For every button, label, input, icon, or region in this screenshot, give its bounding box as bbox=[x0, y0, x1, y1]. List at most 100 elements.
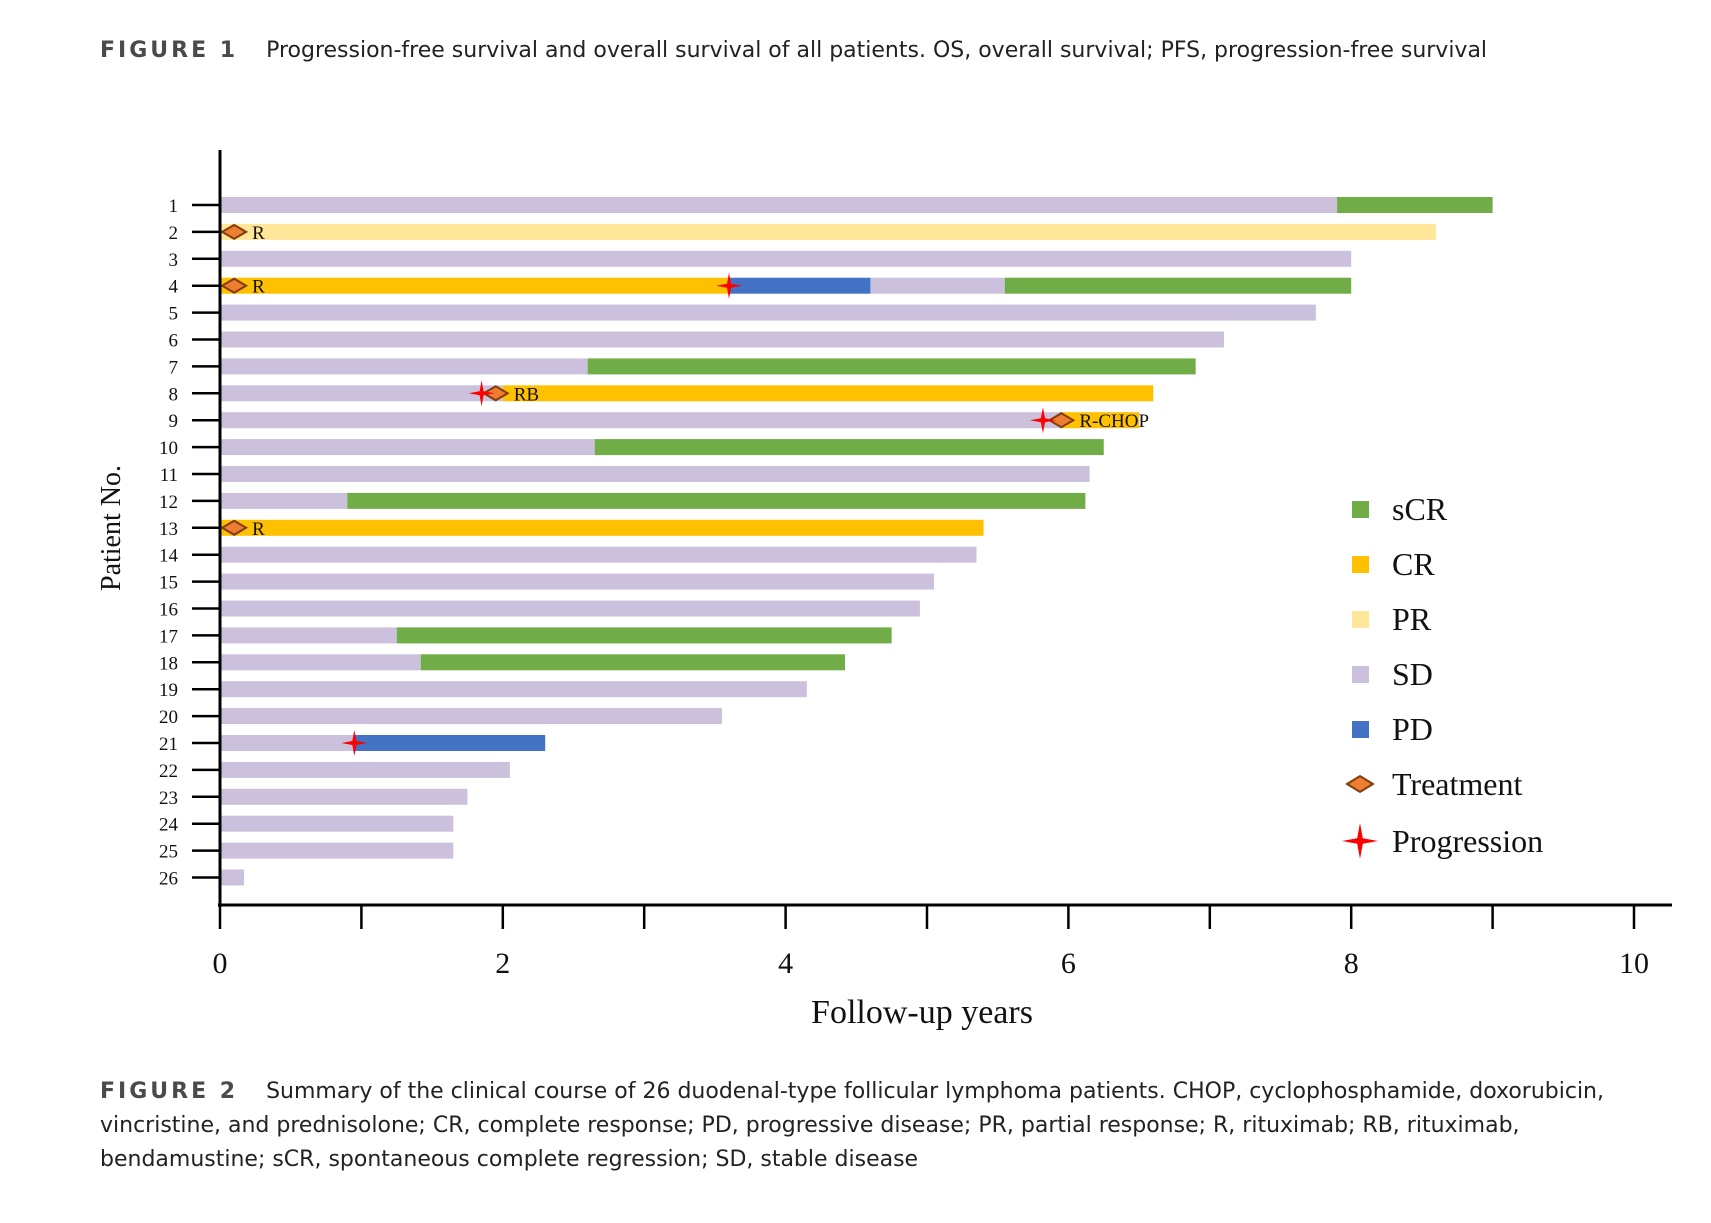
y-tick-label-4: 4 bbox=[169, 277, 179, 298]
y-tick-label-19: 19 bbox=[159, 680, 178, 701]
legend: sCR CR PR SD PD Treatment Progression bbox=[1342, 491, 1543, 859]
bar-patient-4-pd-2 bbox=[729, 277, 871, 294]
y-tick-label-17: 17 bbox=[159, 626, 178, 647]
treatment-label-patient-9: R-CHOP bbox=[1079, 411, 1149, 432]
legend-label-pd: PD bbox=[1392, 711, 1433, 747]
y-tick-label-9: 9 bbox=[169, 411, 179, 432]
x-tick-label-2: 2 bbox=[495, 947, 510, 980]
y-tick-label-11: 11 bbox=[160, 465, 178, 486]
bar-patient-3-sd-1 bbox=[220, 250, 1352, 267]
y-tick-label-26: 26 bbox=[159, 869, 178, 890]
treatment-label-patient-8: RB bbox=[514, 384, 539, 405]
bar-patient-4-sd-3 bbox=[870, 277, 1005, 294]
bar-patient-26-sd-1 bbox=[220, 869, 245, 886]
bar-patient-17-scr-2 bbox=[396, 627, 892, 644]
bar-patient-10-scr-2 bbox=[594, 439, 1104, 456]
bar-patient-12-scr-2 bbox=[347, 492, 1086, 509]
bar-patient-15-sd-1 bbox=[220, 573, 935, 590]
treatment-label-patient-2: R bbox=[252, 223, 265, 244]
bar-patient-7-scr-2 bbox=[587, 358, 1196, 375]
y-tick-label-8: 8 bbox=[169, 384, 179, 405]
figure2-caption: FIGURE 2 Summary of the clinical course o… bbox=[100, 1075, 1660, 1177]
treatment-label-patient-4: R bbox=[252, 277, 265, 298]
y-tick-label-13: 13 bbox=[159, 519, 178, 540]
y-tick-label-1: 1 bbox=[169, 196, 179, 217]
bar-patient-17-sd-1 bbox=[220, 627, 397, 644]
bar-patient-11-sd-1 bbox=[220, 466, 1090, 482]
treatment-marker-patient-2 bbox=[220, 223, 249, 241]
treatment-marker-patient-8 bbox=[481, 385, 510, 402]
bar-patient-24-sd-1 bbox=[220, 815, 454, 832]
bar-patient-13-cr-1 bbox=[220, 519, 984, 536]
y-tick-label-10: 10 bbox=[159, 438, 178, 459]
bar-patient-16-sd-1 bbox=[220, 600, 920, 617]
y-tick-label-23: 23 bbox=[159, 788, 178, 809]
progression-marker-patient-4 bbox=[716, 272, 742, 299]
plot-area: RRRBR-CHOPR12345678910111213141516171819… bbox=[159, 150, 1672, 980]
legend-swatch-cr bbox=[1352, 556, 1369, 573]
figure2-label: FIGURE 2 bbox=[100, 1079, 239, 1104]
legend-label-treatment: Treatment bbox=[1392, 766, 1522, 802]
treatment-marker-patient-4 bbox=[220, 277, 249, 294]
y-tick-label-24: 24 bbox=[159, 815, 179, 836]
bar-patient-12-sd-1 bbox=[220, 492, 348, 509]
y-tick-label-14: 14 bbox=[159, 546, 179, 567]
bar-patient-4-cr-1 bbox=[220, 277, 730, 294]
y-tick-label-6: 6 bbox=[169, 331, 179, 352]
legend-swatch-sd bbox=[1352, 666, 1369, 683]
treatment-marker-patient-13 bbox=[220, 519, 249, 536]
bar-patient-1-scr-2 bbox=[1337, 197, 1493, 213]
y-tick-label-18: 18 bbox=[159, 653, 178, 674]
bar-patient-1-sd-1 bbox=[220, 197, 1338, 213]
bar-patient-22-sd-1 bbox=[220, 761, 510, 778]
y-tick-label-12: 12 bbox=[159, 492, 178, 513]
bar-patient-9-cr-2 bbox=[1061, 412, 1140, 429]
x-tick-label-10: 10 bbox=[1619, 947, 1649, 980]
y-tick-label-21: 21 bbox=[159, 734, 178, 755]
figure1-text: Progression-free survival and overall su… bbox=[266, 38, 1488, 63]
bar-patient-18-sd-1 bbox=[220, 654, 421, 671]
bar-patient-18-scr-2 bbox=[420, 654, 845, 671]
figure2-text: Summary of the clinical course of 26 duo… bbox=[100, 1079, 1604, 1172]
y-tick-label-20: 20 bbox=[159, 707, 178, 728]
bar-patient-7-sd-1 bbox=[220, 358, 588, 375]
x-axis-label: Follow-up years bbox=[811, 994, 1033, 1031]
legend-swatch-pd bbox=[1352, 721, 1369, 738]
legend-label-scr: sCR bbox=[1392, 491, 1448, 527]
bar-patient-4-scr-4 bbox=[1004, 277, 1352, 294]
x-tick-label-6: 6 bbox=[1061, 947, 1076, 980]
x-tick-label-4: 4 bbox=[778, 947, 793, 980]
y-tick-label-15: 15 bbox=[159, 573, 178, 594]
bar-patient-5-sd-1 bbox=[220, 304, 1316, 321]
bar-patient-20-sd-1 bbox=[220, 708, 722, 725]
bar-patient-21-pd-2 bbox=[354, 735, 546, 751]
progression-marker-patient-9 bbox=[1029, 407, 1056, 434]
bar-patient-21-sd-1 bbox=[220, 735, 355, 751]
progression-marker-patient-8 bbox=[468, 380, 495, 407]
y-tick-label-16: 16 bbox=[159, 600, 178, 621]
x-tick-label-0: 0 bbox=[213, 947, 228, 980]
treatment-marker-patient-9 bbox=[1047, 412, 1076, 429]
y-tick-label-5: 5 bbox=[169, 304, 179, 325]
bar-patient-19-sd-1 bbox=[220, 681, 807, 698]
bar-patient-9-sd-1 bbox=[220, 412, 1062, 429]
bar-patient-25-sd-1 bbox=[220, 842, 454, 859]
bar-patient-8-sd-1 bbox=[220, 385, 503, 402]
legend-swatch-scr bbox=[1352, 501, 1369, 518]
legend-label-cr: CR bbox=[1392, 546, 1435, 582]
progression-marker-patient-21 bbox=[341, 730, 368, 756]
y-tick-label-2: 2 bbox=[169, 223, 179, 244]
legend-treatment-icon bbox=[1345, 774, 1375, 794]
y-tick-label-7: 7 bbox=[169, 357, 179, 378]
figure1-caption: FIGURE 1 Progression-free survival and ov… bbox=[100, 34, 1660, 68]
y-tick-label-3: 3 bbox=[169, 250, 179, 271]
y-axis-label: Patient No. bbox=[96, 465, 127, 591]
treatment-label-patient-13: R bbox=[252, 519, 265, 540]
y-tick-label-22: 22 bbox=[159, 761, 178, 782]
legend-progression-icon bbox=[1342, 823, 1378, 859]
legend-swatch-pr bbox=[1352, 611, 1369, 628]
bar-patient-10-sd-1 bbox=[220, 439, 595, 456]
bar-patient-8-cr-2 bbox=[502, 385, 1154, 402]
legend-label-sd: SD bbox=[1392, 656, 1433, 692]
